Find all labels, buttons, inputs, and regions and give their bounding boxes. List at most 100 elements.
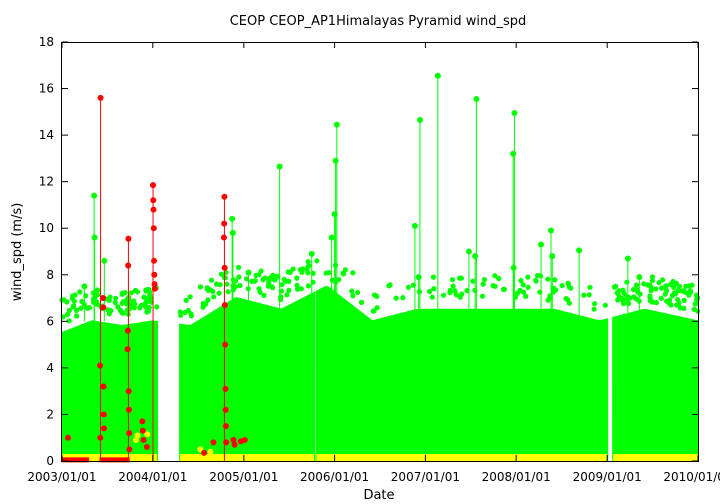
green-band-point bbox=[653, 286, 659, 292]
green-band-point bbox=[90, 299, 96, 305]
green-spike-point bbox=[416, 116, 423, 123]
green-band-point bbox=[675, 287, 682, 294]
red-spike-point bbox=[151, 281, 158, 288]
red-spike-point bbox=[151, 285, 158, 292]
red-spike-point bbox=[126, 446, 133, 453]
green-spike-point bbox=[328, 234, 335, 241]
green-band-point bbox=[208, 277, 215, 283]
red-spike-point bbox=[150, 225, 157, 232]
green-band-point bbox=[144, 309, 150, 315]
y-tick-label: 10 bbox=[39, 221, 54, 235]
green-band-point bbox=[197, 284, 204, 290]
green-band-point bbox=[278, 294, 284, 300]
green-band-point bbox=[559, 283, 565, 289]
x-tick-label: 2004/01/01 bbox=[118, 470, 187, 484]
green-band-point bbox=[681, 305, 687, 311]
red-spike-point bbox=[125, 262, 132, 269]
green-band-point bbox=[681, 288, 687, 294]
green-band-point bbox=[452, 288, 458, 294]
red-spike-point bbox=[230, 437, 237, 444]
green-spike-point bbox=[636, 274, 643, 281]
green-band-point bbox=[78, 305, 84, 311]
green-spike-point bbox=[511, 109, 518, 116]
green-band-point bbox=[592, 301, 598, 307]
green-band-point bbox=[625, 294, 632, 301]
y-tick-label: 0 bbox=[46, 454, 54, 468]
green-band-point bbox=[218, 271, 224, 277]
green-band-point bbox=[146, 304, 152, 311]
green-band-point bbox=[611, 284, 618, 290]
green-band-point bbox=[207, 287, 213, 293]
green-band-point bbox=[279, 282, 285, 288]
green-band-point bbox=[71, 298, 77, 304]
green-spike-point bbox=[276, 163, 283, 170]
yellow-point bbox=[144, 431, 151, 438]
yellow-band-segment-1 bbox=[180, 454, 314, 461]
red-spike-point bbox=[97, 362, 104, 369]
green-band-segment-3 bbox=[612, 308, 699, 462]
red-spike-point bbox=[125, 406, 132, 413]
green-band-point bbox=[450, 283, 456, 289]
green-band-point bbox=[481, 277, 487, 283]
green-band-point bbox=[400, 295, 406, 301]
green-band-point bbox=[676, 283, 683, 289]
red-spike-point bbox=[100, 295, 107, 302]
green-band-point bbox=[662, 291, 668, 297]
green-band-point bbox=[66, 307, 72, 313]
green-band-point bbox=[94, 287, 101, 293]
red-spike-point bbox=[101, 425, 108, 432]
green-band-point bbox=[518, 278, 524, 284]
y-tick-label: 2 bbox=[46, 407, 54, 421]
plot-frame bbox=[61, 42, 699, 462]
x-axis: 2003/01/01 2004/01/01 2005/01/01 2006/01/01… bbox=[27, 42, 720, 484]
green-band-point bbox=[649, 278, 656, 284]
yellow-point bbox=[207, 448, 214, 455]
red-spike-point bbox=[222, 406, 229, 413]
green-band-point bbox=[520, 282, 526, 288]
green-band-point bbox=[520, 289, 527, 295]
red-spike-point bbox=[223, 439, 230, 446]
x-tick-label: 2010/01/01 bbox=[663, 470, 720, 484]
red-spike-point bbox=[100, 304, 107, 311]
green-band-point bbox=[73, 307, 80, 313]
y-tick-label: 6 bbox=[46, 314, 54, 328]
green-band-point bbox=[128, 290, 134, 296]
green-band-point bbox=[689, 282, 695, 288]
green-band-point bbox=[374, 293, 380, 299]
green-band-point bbox=[545, 276, 551, 282]
red-spike-point bbox=[220, 234, 227, 241]
yellow-point bbox=[132, 437, 139, 444]
red-spike-point bbox=[201, 449, 208, 456]
green-band-point bbox=[106, 297, 112, 303]
yellow-band-segment-3 bbox=[613, 454, 698, 461]
red-spike-point bbox=[150, 206, 157, 213]
green-band-point bbox=[132, 287, 138, 294]
y-tick-label: 4 bbox=[46, 361, 54, 375]
green-spike-point bbox=[331, 211, 338, 218]
y-axis: 0 2 4 6 8 10 12 14 16 18 bbox=[39, 35, 698, 468]
green-spike-point bbox=[333, 121, 340, 128]
green-band-point bbox=[565, 297, 571, 303]
green-band-point bbox=[355, 289, 361, 296]
red-spike-point bbox=[221, 193, 228, 200]
green-band-point bbox=[449, 277, 456, 283]
red-spike-point bbox=[222, 341, 229, 348]
green-band-point bbox=[533, 277, 539, 283]
green-band-point bbox=[671, 284, 677, 291]
green-band-point bbox=[479, 293, 486, 299]
green-band-point bbox=[183, 297, 189, 303]
green-band-point bbox=[120, 310, 126, 316]
green-band-point bbox=[480, 281, 486, 287]
green-band-point bbox=[342, 267, 348, 273]
green-band-point bbox=[621, 290, 627, 296]
green-band-point bbox=[393, 295, 399, 301]
green-band-point bbox=[143, 300, 149, 306]
green-band-point bbox=[447, 287, 453, 294]
green-band-point bbox=[587, 284, 593, 290]
green-spike-point bbox=[434, 72, 441, 79]
green-band-point bbox=[154, 304, 160, 310]
y-tick-label: 18 bbox=[39, 35, 54, 49]
x-tick-label: 2009/01/01 bbox=[573, 470, 642, 484]
green-band-point bbox=[115, 304, 121, 310]
green-band-point bbox=[525, 284, 531, 290]
